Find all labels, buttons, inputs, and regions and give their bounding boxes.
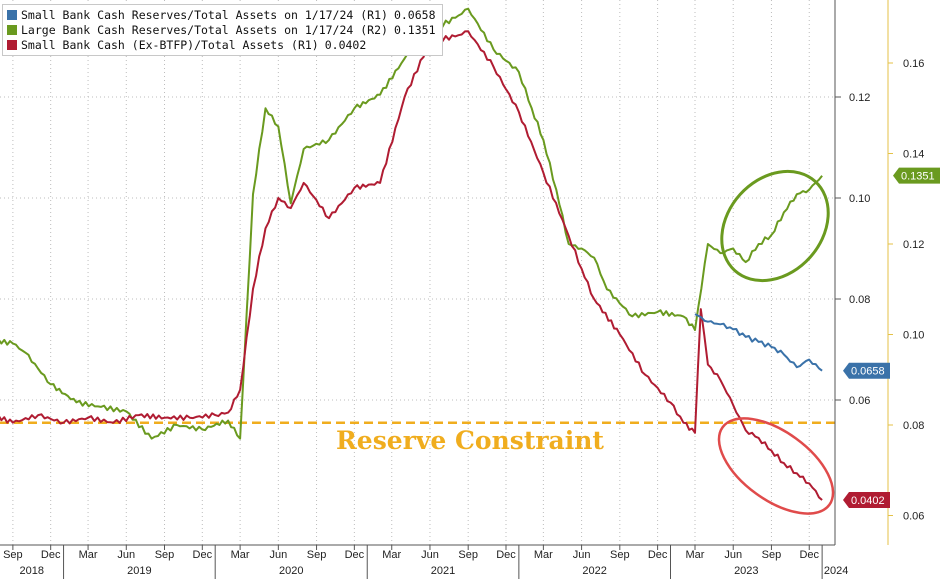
x-tick-label: Dec <box>648 549 668 561</box>
legend-label: Large Bank Cash Reserves/Total Assets on… <box>21 22 388 37</box>
value-tag-text: 0.0658 <box>851 366 885 378</box>
x-tick-label: Sep <box>3 549 23 561</box>
reserve-constraint-label: Reserve Constraint <box>336 426 604 455</box>
value-tag-large-bank: 0.1351 <box>893 167 940 184</box>
x-tick-label: Dec <box>496 549 516 561</box>
red-highlight-circle <box>717 417 835 515</box>
left-tick-label: 0.12 <box>849 92 870 104</box>
x-tick-label: Sep <box>307 549 327 561</box>
x-tick-label: Jun <box>724 549 742 561</box>
value-tag-text: 0.1351 <box>901 171 935 183</box>
x-tick-label: Sep <box>155 549 175 561</box>
x-tick-label: Dec <box>345 549 365 561</box>
legend-swatch-red <box>7 39 17 50</box>
x-tick-label: Mar <box>382 549 401 561</box>
right-tick-label: 0.10 <box>903 330 924 342</box>
left-tick-label: 0.10 <box>849 193 870 205</box>
green-highlight-circle <box>720 169 830 283</box>
value-tag-bg <box>843 491 890 508</box>
series-line-2 <box>0 30 823 501</box>
x-tick-label: Jun <box>117 549 135 561</box>
value-tag-text: 0.0402 <box>851 495 885 507</box>
left-tick-label: 0.06 <box>849 395 870 407</box>
legend-label: Small Bank Cash (Ex-BTFP)/Total Assets (… <box>21 37 319 52</box>
right-tick-label: 0.06 <box>903 511 924 523</box>
legend: Small Bank Cash Reserves/Total Assets on… <box>2 4 443 56</box>
legend-label: Small Bank Cash Reserves/Total Assets on… <box>21 7 388 22</box>
value-tag-ex-btfp: 0.0402 <box>843 491 890 508</box>
x-tick-label: Mar <box>231 549 250 561</box>
value-tag-small-bank: 0.0658 <box>843 362 890 379</box>
x-tick-label: Jun <box>269 549 287 561</box>
series-line-0 <box>694 313 823 372</box>
x-tick-label: Dec <box>41 549 61 561</box>
value-tags: 0.0658 0.1351 0.0402 <box>843 167 940 508</box>
x-tick-label: Mar <box>534 549 553 561</box>
x-tick-label: Jun <box>573 549 591 561</box>
x-tick-label: Sep <box>610 549 630 561</box>
legend-value: 0.1351 <box>393 22 436 37</box>
x-tick-label: Dec <box>799 549 819 561</box>
grid-lines <box>0 0 835 545</box>
left-axis: 0.06 0.08 0.10 0.12 <box>834 0 870 545</box>
x-tick-label: Mar <box>686 549 705 561</box>
year-label: 2023 <box>734 565 758 577</box>
highlight-circles <box>717 169 835 515</box>
legend-value: 0.0658 <box>393 7 436 22</box>
right-axis: 0.06 0.08 0.10 0.12 0.14 0.16 <box>887 0 924 545</box>
year-label: 2020 <box>279 565 303 577</box>
x-tick-label: Dec <box>193 549 213 561</box>
legend-item-small-bank-reserves: Small Bank Cash Reserves/Total Assets on… <box>7 7 436 22</box>
series-line-1 <box>0 7 823 440</box>
value-tag-bg <box>893 167 940 184</box>
year-label: 2019 <box>127 565 151 577</box>
right-tick-label: 0.12 <box>903 239 924 251</box>
right-tick-label: 0.14 <box>903 149 924 161</box>
legend-item-small-bank-ex-btfp: Small Bank Cash (Ex-BTFP)/Total Assets (… <box>7 37 436 52</box>
x-tick-label: Jun <box>421 549 439 561</box>
left-tick-label: 0.08 <box>849 294 870 306</box>
value-tag-bg <box>843 362 890 379</box>
right-tick-label: 0.08 <box>903 420 924 432</box>
x-tick-label: Sep <box>458 549 478 561</box>
legend-item-large-bank-reserves: Large Bank Cash Reserves/Total Assets on… <box>7 22 436 37</box>
year-label: 2024 <box>824 565 848 577</box>
right-tick-label: 0.16 <box>903 58 924 70</box>
series-lines <box>0 7 823 501</box>
x-tick-label: Mar <box>79 549 98 561</box>
year-label: 2021 <box>431 565 455 577</box>
x-tick-label: Sep <box>762 549 782 561</box>
legend-swatch-blue <box>7 9 17 20</box>
year-label: 2022 <box>582 565 606 577</box>
legend-value: 0.0402 <box>324 37 367 52</box>
legend-swatch-green <box>7 24 17 35</box>
x-axis: Sep Dec Mar Jun Sep Dec Mar Jun Sep Dec Mar Jun Sep D… <box>0 544 848 579</box>
year-label: 2018 <box>20 565 44 577</box>
